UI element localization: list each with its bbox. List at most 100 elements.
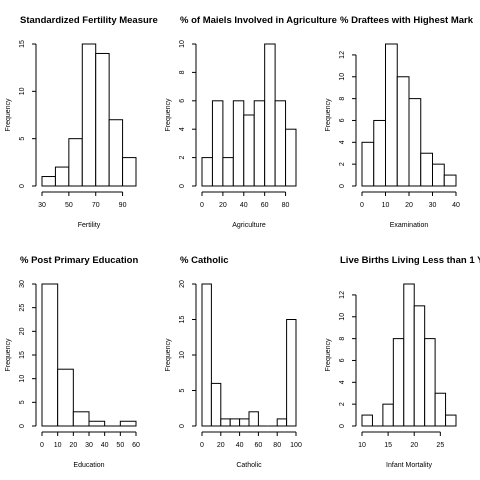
histogram-bar xyxy=(276,418,288,427)
chart-title: % Catholic xyxy=(180,255,229,266)
histogram-bar xyxy=(220,418,231,427)
y-tick-label: 8 xyxy=(339,337,346,341)
histogram-bar xyxy=(396,76,410,187)
histogram-bar xyxy=(229,418,241,427)
chart-title: % Draftees with Highest Mark xyxy=(340,15,474,26)
y-tick-label: 5 xyxy=(179,388,186,392)
histogram-bar xyxy=(232,100,245,187)
histogram-panel: Live Births Living Less than 1 Year 10 15 2… xyxy=(325,255,480,469)
y-tick-label: 8 xyxy=(179,70,186,74)
y-tick-label: 15 xyxy=(179,316,186,324)
y-tick-label: 4 xyxy=(339,140,346,144)
y-tick-label: 25 xyxy=(19,304,26,312)
x-tick-label: 0 xyxy=(200,442,204,449)
x-tick-label: 30 xyxy=(38,202,46,209)
y-tick-label: 4 xyxy=(179,127,186,131)
y-tick-label: 2 xyxy=(339,402,346,406)
histogram-bar xyxy=(361,141,375,187)
histogram-bar xyxy=(211,100,224,187)
y-axis-label: Frequency xyxy=(325,338,332,372)
y-tick-label: 6 xyxy=(339,358,346,362)
x-tick-label: 100 xyxy=(290,442,302,449)
histogram-bar xyxy=(420,152,433,187)
x-tick-label: 10 xyxy=(382,202,390,209)
x-tick-label: 80 xyxy=(282,202,290,209)
histogram-bar xyxy=(285,128,297,187)
histogram-bar xyxy=(445,414,457,427)
histogram-bar xyxy=(72,411,90,427)
chart-title: % Post Primary Education xyxy=(20,255,138,266)
histogram-bar xyxy=(434,392,447,427)
y-tick-label: 0 xyxy=(19,424,26,428)
x-tick-label: 0 xyxy=(200,202,204,209)
y-tick-label: 0 xyxy=(179,184,186,188)
x-axis-label: Education xyxy=(73,462,104,469)
x-tick-label: 50 xyxy=(65,202,73,209)
histogram-bar xyxy=(382,403,394,427)
y-tick-label: 10 xyxy=(19,375,26,383)
x-tick-label: 20 xyxy=(219,202,227,209)
histogram-bar xyxy=(248,411,259,427)
x-tick-label: 90 xyxy=(119,202,127,209)
histogram-panel: % Draftees with Highest Mark 0 10 20 30 40 Exa… xyxy=(325,15,474,229)
x-tick-label: 25 xyxy=(436,442,444,449)
y-tick-label: 0 xyxy=(339,424,346,428)
x-tick-label: 40 xyxy=(452,202,460,209)
x-tick-label: 70 xyxy=(92,202,100,209)
histogram-bar xyxy=(274,100,287,187)
histogram-bar xyxy=(119,420,137,427)
x-tick-label: 30 xyxy=(429,202,437,209)
histogram-bar xyxy=(239,418,250,427)
chart-title: Live Births Living Less than 1 Year xyxy=(340,255,480,266)
x-tick-label: 20 xyxy=(69,442,77,449)
histogram-bar xyxy=(88,420,106,427)
x-tick-label: 60 xyxy=(261,202,269,209)
y-tick-label: 6 xyxy=(339,118,346,122)
histogram-bar xyxy=(201,157,213,187)
y-tick-label: 10 xyxy=(179,351,186,359)
x-tick-label: 0 xyxy=(40,442,44,449)
y-tick-label: 0 xyxy=(179,424,186,428)
histogram-bar xyxy=(361,414,373,427)
histogram-bar xyxy=(57,368,74,427)
x-axis-label: Agriculture xyxy=(232,222,266,229)
y-tick-label: 6 xyxy=(179,99,186,103)
histogram-bar xyxy=(222,157,234,187)
histogram-bar xyxy=(413,305,426,427)
histogram-bar xyxy=(41,283,59,427)
histogram-bar xyxy=(286,319,297,427)
histogram-bar xyxy=(264,43,276,187)
histogram-bar xyxy=(108,119,124,187)
histogram-bar xyxy=(432,163,445,187)
x-tick-label: 20 xyxy=(217,442,225,449)
x-axis-label: Examination xyxy=(390,222,429,229)
x-tick-label: 30 xyxy=(85,442,93,449)
histogram-panel: % Catholic 0 20 40 60 80 100 Catholic 0 5 10 15 20 Fr… xyxy=(165,255,302,469)
y-axis-label: Frequency xyxy=(5,338,12,372)
y-tick-label: 2 xyxy=(339,162,346,166)
x-tick-label: 60 xyxy=(132,442,140,449)
y-tick-label: 10 xyxy=(339,313,346,321)
x-tick-label: 10 xyxy=(54,442,62,449)
y-axis-label: Frequency xyxy=(165,98,172,132)
y-tick-label: 12 xyxy=(339,291,346,299)
y-tick-label: 30 xyxy=(19,280,26,288)
x-tick-label: 0 xyxy=(360,202,364,209)
y-tick-label: 5 xyxy=(19,400,26,404)
y-tick-label: 8 xyxy=(339,97,346,101)
histogram-bar xyxy=(243,114,255,187)
histogram-bar xyxy=(81,43,97,187)
histogram-bar xyxy=(54,166,70,187)
y-tick-label: 15 xyxy=(19,351,26,359)
histogram-bar xyxy=(373,119,386,187)
x-tick-label: 40 xyxy=(101,442,109,449)
x-tick-label: 60 xyxy=(255,442,263,449)
histogram-bar xyxy=(403,283,415,427)
x-tick-label: 20 xyxy=(405,202,413,209)
histogram-bar xyxy=(424,338,436,427)
y-tick-label: 4 xyxy=(339,380,346,384)
